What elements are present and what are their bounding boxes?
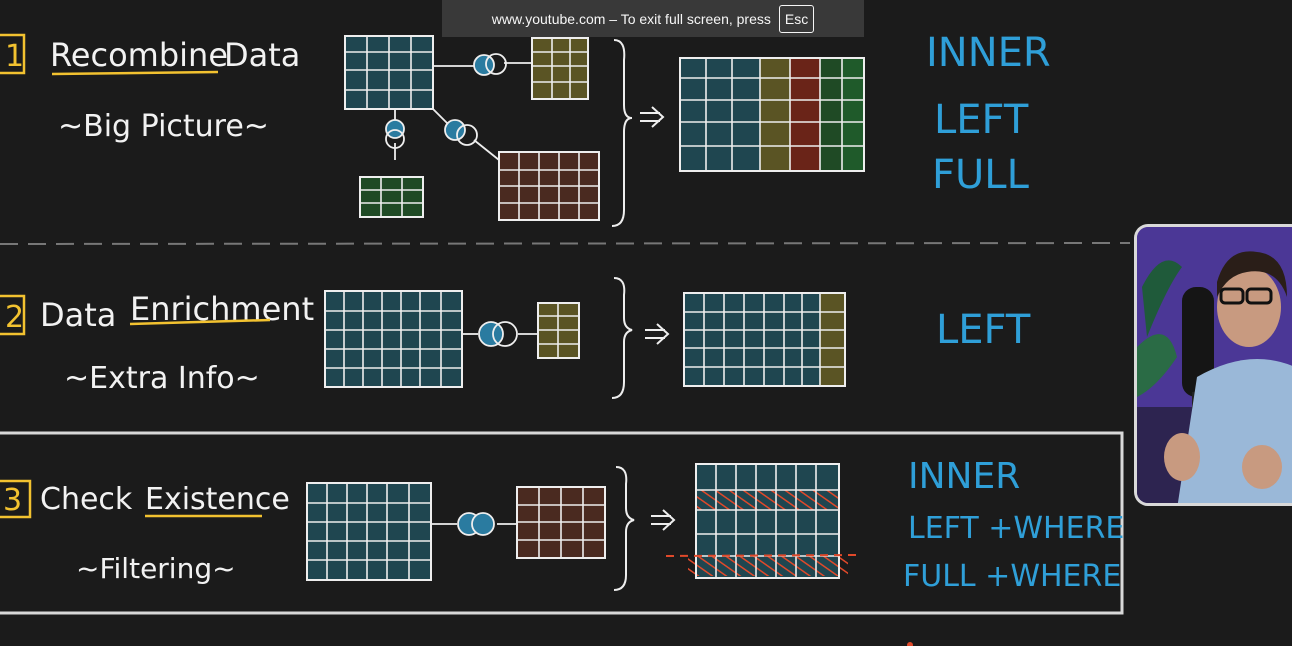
section-1-join-inner: INNER bbox=[926, 30, 1051, 76]
section-1-brown-table bbox=[498, 151, 600, 221]
section-3-join-full-where: FULL +WHERE bbox=[903, 559, 1121, 594]
section-3-title-part1: Check bbox=[40, 482, 133, 517]
section-1-join-full: FULL bbox=[932, 152, 1030, 198]
section-1-title-part1: Recombine bbox=[50, 36, 228, 74]
section-1-result-table bbox=[679, 57, 865, 172]
section-1-subtitle: ~Big Picture~ bbox=[58, 109, 269, 144]
section-3-join-left-where: LEFT +WHERE bbox=[908, 511, 1124, 546]
section-3-bracket bbox=[613, 466, 635, 591]
section-3-brown-table bbox=[516, 486, 606, 559]
section-1-title-underline bbox=[51, 70, 219, 76]
section-1-main-table bbox=[344, 35, 434, 110]
section-2-title-part1: Data bbox=[40, 296, 116, 334]
join-venn-icon bbox=[385, 119, 405, 149]
section-3-title-part2: Existence bbox=[145, 482, 290, 517]
arrow-icon bbox=[645, 323, 670, 345]
section-1-title-part2: Data bbox=[224, 36, 300, 74]
section-2-bracket bbox=[611, 277, 633, 399]
arrow-icon bbox=[651, 509, 676, 531]
section-1-connectors bbox=[394, 62, 532, 161]
section-3-highlight-frame bbox=[0, 431, 1124, 615]
section-2-subtitle: ~Extra Info~ bbox=[64, 361, 260, 396]
esc-key-badge: Esc bbox=[778, 4, 815, 33]
section-2-main-table bbox=[324, 290, 463, 388]
join-venn-icon bbox=[478, 321, 518, 347]
fullscreen-banner-text: www.youtube.com – To exit full screen, p… bbox=[491, 10, 771, 27]
section-2-result-table bbox=[683, 292, 846, 387]
section-3-join-inner: INNER bbox=[908, 456, 1020, 497]
join-venn-icon bbox=[444, 119, 478, 146]
section-2-number: 2 bbox=[5, 300, 24, 335]
webcam-overlay bbox=[1134, 224, 1292, 506]
section-2-title-underline bbox=[129, 318, 271, 326]
section-3-result-table bbox=[665, 463, 859, 579]
join-venn-icon bbox=[473, 53, 507, 76]
section-1-olive-table bbox=[531, 37, 589, 100]
fullscreen-exit-banner: www.youtube.com – To exit full screen, p… bbox=[442, 0, 864, 37]
section-1-number: 1 bbox=[5, 39, 24, 74]
section-3-main-table bbox=[306, 482, 432, 581]
section-3-number-box bbox=[0, 479, 32, 519]
cursor-dot bbox=[907, 642, 913, 646]
join-venn-icon bbox=[457, 512, 495, 536]
section-1-green-table bbox=[359, 176, 424, 218]
section-2-number-box bbox=[0, 294, 26, 336]
section-1-bracket bbox=[611, 39, 633, 227]
section-divider bbox=[0, 242, 1131, 245]
section-3-number: 3 bbox=[3, 483, 22, 518]
arrow-icon bbox=[640, 106, 665, 128]
section-3-subtitle: ~Filtering~ bbox=[76, 552, 236, 585]
section-1-join-left: LEFT bbox=[934, 97, 1029, 143]
presenter-video bbox=[1137, 227, 1292, 503]
section-2-join-left: LEFT bbox=[936, 307, 1031, 353]
section-2-olive-table bbox=[537, 302, 580, 359]
section-1-number-box bbox=[0, 33, 26, 75]
